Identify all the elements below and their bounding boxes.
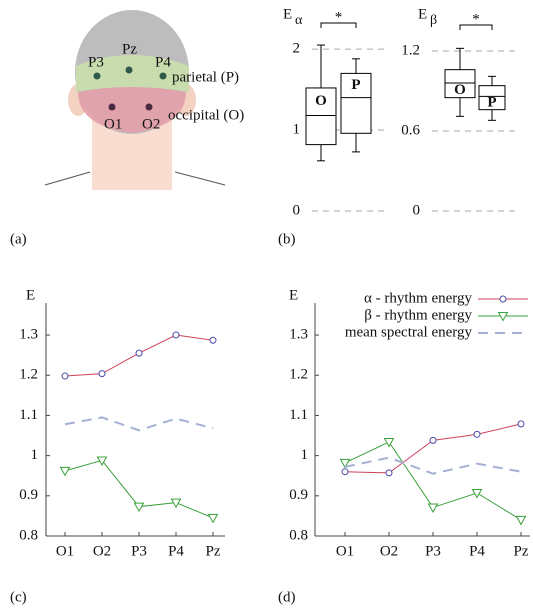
y-tick-label: 0: [413, 202, 421, 218]
y-tick-label: 0.8: [289, 527, 308, 543]
significance-mark: *: [472, 11, 480, 27]
marker: [207, 513, 219, 524]
marker: [61, 372, 69, 380]
marker: [473, 430, 481, 438]
marker: [429, 436, 437, 444]
panel-label: (d): [278, 589, 296, 605]
y-axis-label: E: [283, 6, 292, 22]
legend-label: mean spectral energy: [345, 324, 473, 340]
marker: [427, 503, 439, 513]
marker: [170, 498, 182, 509]
y-tick-label: 1.3: [19, 326, 38, 342]
x-tick-label: P3: [131, 543, 147, 559]
panel-label: (c): [10, 589, 27, 605]
y-tick-label: 0.9: [19, 487, 38, 503]
significance-mark: *: [335, 9, 343, 25]
box-label: P: [487, 94, 496, 110]
y-axis-label: E: [418, 6, 427, 22]
y-tick-label: 1: [301, 447, 309, 463]
electrode-label: O2: [142, 116, 160, 132]
panel-label: (b): [278, 231, 296, 247]
y-tick-label: 0.9: [289, 487, 308, 503]
x-tick-label: P3: [425, 543, 441, 559]
x-tick-label: O1: [336, 543, 354, 559]
marker: [385, 469, 393, 477]
marker: [98, 370, 106, 378]
box-label: O: [454, 82, 466, 98]
series-line: [344, 423, 522, 474]
y-tick-label: 2: [293, 41, 301, 57]
y-tick-label: 1.2: [19, 367, 38, 383]
legend-marker: [499, 295, 507, 303]
x-tick-label: Pz: [514, 543, 529, 559]
marker: [383, 437, 395, 448]
significance-bracket: [320, 22, 357, 28]
marker: [133, 502, 145, 513]
y-tick-label: 1.1: [19, 407, 38, 423]
y-axis-label: E: [289, 287, 298, 303]
electrode-label: O1: [104, 116, 122, 132]
marker: [96, 456, 108, 466]
y-tick-label: 0.6: [401, 122, 420, 138]
y-tick-label: 1: [31, 447, 39, 463]
electrode-label: P4: [155, 54, 171, 70]
box: [305, 87, 337, 146]
box: [478, 85, 506, 111]
y-tick-label: 1.3: [289, 326, 308, 342]
significance-bracket: [459, 24, 493, 30]
region-label: occipital (O): [168, 107, 244, 123]
box: [340, 72, 372, 134]
marker: [341, 468, 349, 476]
marker: [209, 336, 217, 344]
marker: [339, 458, 351, 469]
marker: [59, 466, 71, 477]
legend-label: α - rhythm energy: [364, 290, 472, 306]
y-tick-label: 1: [293, 121, 301, 137]
box: [444, 69, 476, 99]
marker: [517, 420, 525, 428]
electrode-label: Pz: [122, 41, 137, 57]
marker: [172, 331, 180, 339]
x-tick-label: P4: [168, 543, 184, 559]
head-drawing: [44, 10, 226, 190]
marker: [135, 349, 143, 357]
region-label: parietal (P): [172, 69, 239, 85]
legend-marker: [497, 312, 509, 322]
y-axis-label-sub: α: [295, 13, 303, 28]
panel-label: (a): [10, 231, 27, 247]
legend-label: β - rhythm energy: [364, 307, 472, 323]
y-tick-label: 0.8: [19, 527, 38, 543]
x-tick-label: O2: [380, 543, 398, 559]
y-tick-label: 1.2: [401, 42, 420, 58]
x-tick-label: O1: [56, 543, 74, 559]
electrode-label: P3: [88, 54, 104, 70]
y-tick-label: 1.2: [289, 367, 308, 383]
y-tick-label: 1.1: [289, 407, 308, 423]
x-tick-label: P4: [469, 543, 485, 559]
marker: [515, 515, 527, 526]
series-line: [64, 416, 214, 432]
y-axis-label-sub: β: [430, 13, 437, 28]
x-tick-label: O2: [93, 543, 111, 559]
box-label: O: [315, 93, 327, 109]
x-tick-label: Pz: [206, 543, 221, 559]
y-tick-label: 0: [293, 202, 301, 218]
marker: [471, 488, 483, 499]
series-line: [344, 456, 522, 475]
y-axis-label: E: [26, 287, 35, 303]
box-label: P: [351, 77, 360, 93]
